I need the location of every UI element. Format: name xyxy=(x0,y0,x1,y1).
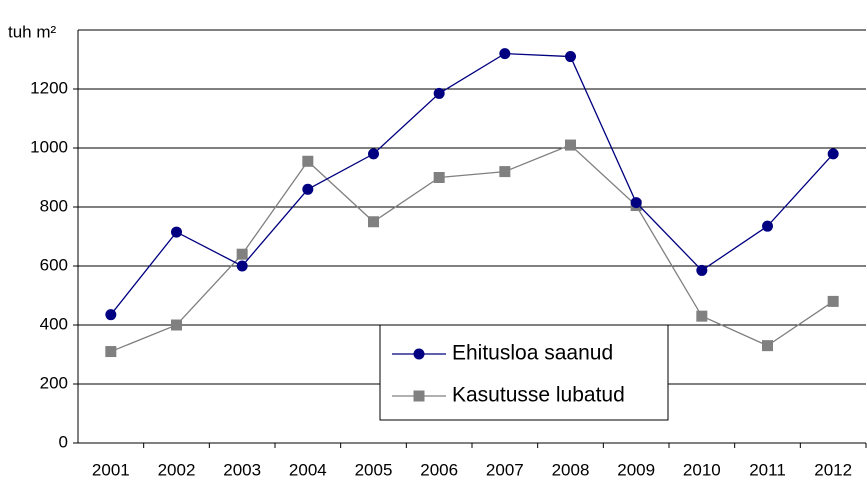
legend-label: Ehitusloa saanud xyxy=(452,342,613,365)
series-line xyxy=(110,144,834,353)
series-line xyxy=(110,52,834,316)
y-tick-label: 600 xyxy=(40,255,68,274)
series xyxy=(105,139,839,358)
point xyxy=(565,51,576,63)
point xyxy=(236,260,248,272)
point xyxy=(302,183,314,195)
x-tick-label: 2004 xyxy=(289,460,327,479)
point xyxy=(105,346,117,358)
point xyxy=(171,226,182,238)
point xyxy=(827,295,839,307)
y-tick-label: 400 xyxy=(40,314,68,333)
y-tick-label: 0 xyxy=(59,432,68,451)
point xyxy=(433,172,445,183)
x-tick-label: 2002 xyxy=(158,460,196,479)
point xyxy=(302,155,314,167)
point xyxy=(499,166,511,178)
x-tick-label: 2008 xyxy=(552,460,590,479)
point xyxy=(105,309,117,321)
series xyxy=(105,48,839,321)
x-tick-label: 2006 xyxy=(420,460,458,479)
x-tick-label: 2003 xyxy=(223,460,261,479)
point xyxy=(827,148,839,160)
point xyxy=(696,264,708,276)
legend-marker xyxy=(413,390,425,402)
legend-label: Kasutusse lubatud xyxy=(452,384,625,407)
x-tick-label: 2007 xyxy=(486,460,524,479)
y-axis-label: tuh m² xyxy=(8,22,57,41)
point xyxy=(499,48,511,60)
point xyxy=(696,310,708,322)
point xyxy=(368,216,379,228)
point xyxy=(236,248,248,260)
point xyxy=(762,340,773,352)
x-tick-label: 2011 xyxy=(749,460,786,479)
y-tick-label: 1200 xyxy=(30,78,68,97)
point xyxy=(565,139,576,151)
x-tick-label: 2001 xyxy=(92,460,130,479)
point xyxy=(433,87,445,99)
legend: Ehitusloa saanud Kasutusse lubatud xyxy=(379,324,669,421)
point xyxy=(171,319,182,331)
x-tick-label: 2009 xyxy=(617,460,655,479)
legend-box xyxy=(379,324,669,421)
point xyxy=(368,148,379,160)
legend-marker xyxy=(413,348,425,360)
x-tick-label: 2012 xyxy=(814,460,852,479)
y-tick-label: 800 xyxy=(40,196,68,215)
y-tick-label: 1000 xyxy=(30,137,68,156)
point xyxy=(762,220,773,232)
y-tick-label: 200 xyxy=(40,373,68,392)
x-tick-label: 2005 xyxy=(355,460,393,479)
x-tick-label: 2010 xyxy=(683,460,721,479)
point xyxy=(630,197,642,209)
